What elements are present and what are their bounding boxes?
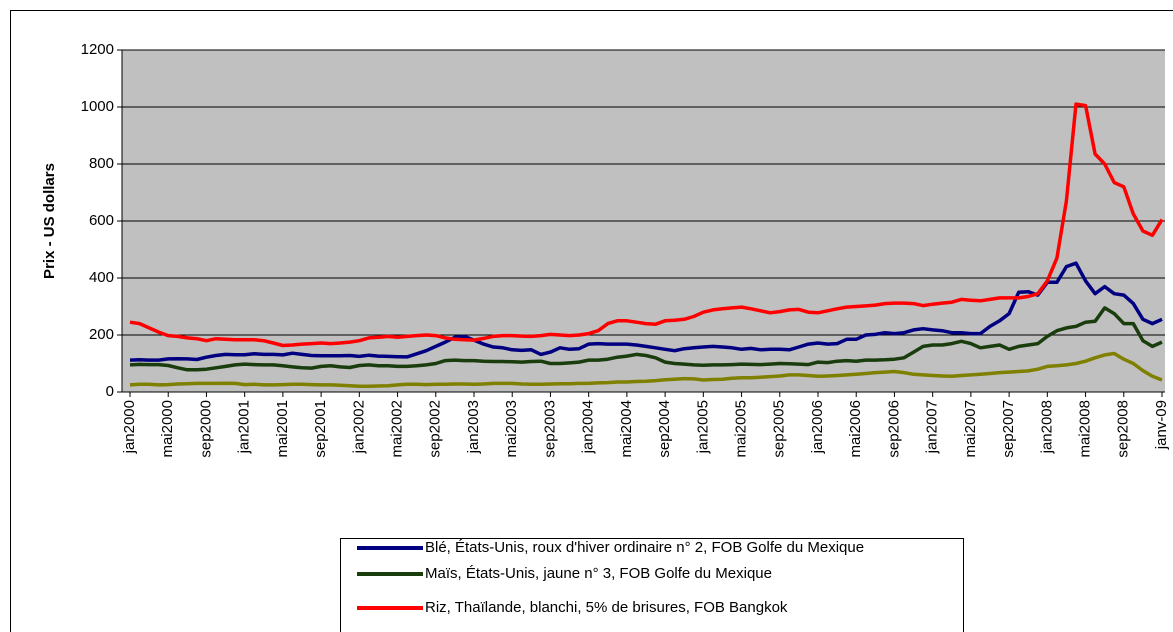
x-tick-label: mai2004: [618, 400, 635, 458]
y-tick-label: 600: [89, 212, 114, 229]
x-tick-label: sep2007: [1000, 400, 1017, 458]
x-tick-label: mai2006: [847, 400, 864, 458]
x-tick-label: sep2004: [656, 400, 673, 458]
x-tick-label: mai2008: [1077, 400, 1094, 458]
x-tick-label: mai2000: [159, 400, 176, 458]
x-tick-label: jan2000: [121, 400, 138, 454]
legend-entry: Blé, États-Unis, roux d'hiver ordinaire …: [341, 539, 963, 557]
y-tick-label: 0: [106, 383, 114, 400]
x-tick-label: sep2001: [312, 400, 329, 458]
x-tick-label: mai2005: [733, 400, 750, 458]
series-line: [129, 102, 1164, 348]
x-tick-label: jan2002: [350, 400, 367, 454]
series-line: [129, 261, 1163, 362]
x-tick-label: jan2003: [465, 400, 482, 454]
legend-label: Maïs, États-Unis, jaune n° 3, FOB Golfe …: [425, 565, 772, 582]
y-tick-label: 1000: [81, 98, 114, 115]
x-tick-label: sep2003: [541, 400, 558, 458]
y-tick-label: 400: [89, 269, 114, 286]
legend-label: Riz, Thaïlande, blanchi, 5% de brisures,…: [425, 599, 788, 616]
legend-entry: Riz, Thaïlande, blanchi, 5% de brisures,…: [341, 599, 963, 617]
y-tick-label: 1200: [81, 41, 114, 58]
chart-border: [10, 10, 1173, 632]
x-tick-label: sep2006: [885, 400, 902, 458]
legend-swatch: [357, 606, 423, 610]
legend-swatch: [357, 546, 423, 550]
x-tick-label: mai2003: [503, 400, 520, 458]
x-tick-label: janv-09: [1153, 400, 1170, 450]
y-tick-label: 800: [89, 155, 114, 172]
x-tick-label: jan2001: [236, 400, 253, 454]
legend-label: Blé, États-Unis, roux d'hiver ordinaire …: [425, 539, 865, 556]
series-line: [129, 306, 1163, 372]
x-tick-label: jan2006: [809, 400, 826, 454]
legend: Blé, États-Unis, roux d'hiver ordinaire …: [340, 538, 964, 632]
x-tick-label: sep2002: [427, 400, 444, 458]
y-axis-title: Prix - US dollars: [41, 163, 58, 279]
x-tick-label: jan2005: [694, 400, 711, 454]
x-tick-label: jan2004: [580, 400, 597, 454]
legend-swatch: [357, 572, 423, 576]
x-tick-label: sep2005: [771, 400, 788, 458]
x-tick-label: mai2001: [274, 400, 291, 458]
x-tick-label: jan2008: [1038, 400, 1055, 454]
x-tick-label: jan2007: [924, 400, 941, 454]
series-line: [129, 351, 1163, 389]
y-tick-label: 200: [89, 326, 114, 343]
x-tick-label: sep2008: [1115, 400, 1132, 458]
x-tick-label: sep2000: [197, 400, 214, 458]
x-tick-label: mai2007: [962, 400, 979, 458]
x-tick-label: mai2002: [389, 400, 406, 458]
legend-entry: Maïs, États-Unis, jaune n° 3, FOB Golfe …: [341, 565, 963, 583]
